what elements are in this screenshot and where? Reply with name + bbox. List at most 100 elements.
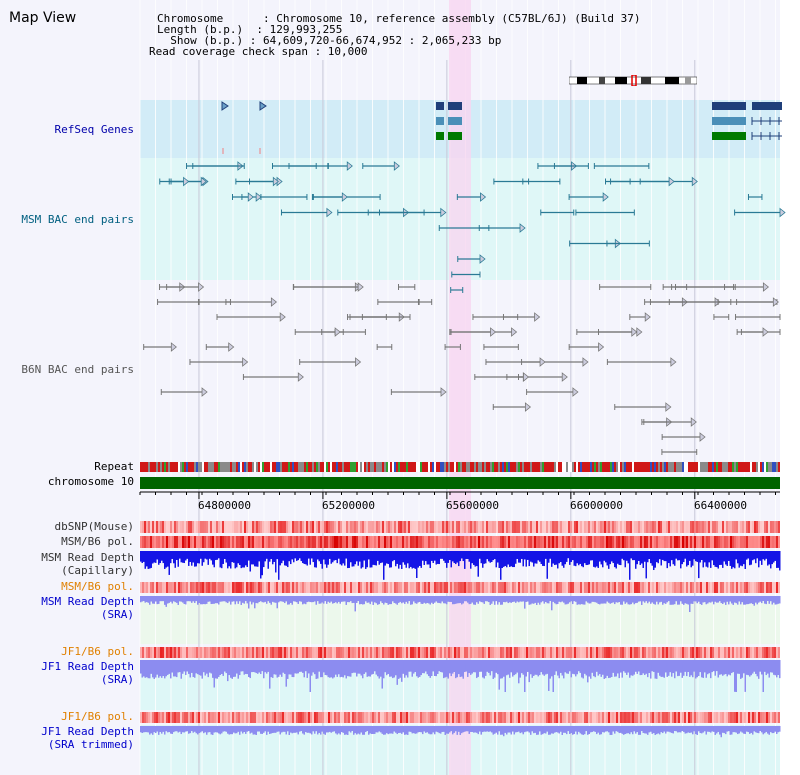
depth-bar (599, 551, 601, 562)
repeat-segment (236, 462, 238, 472)
depth-bar (702, 596, 704, 603)
depth-bar (375, 660, 377, 675)
depth-bar (582, 726, 584, 735)
depth-bar (689, 551, 691, 561)
heat-cell (166, 712, 168, 723)
heat-cell (200, 712, 202, 723)
depth-bar (495, 726, 497, 733)
track-label-msm-b6-pol[interactable]: MSM/B6 pol. (61, 580, 134, 593)
heat-cell (326, 521, 328, 533)
depth-bar (302, 551, 304, 564)
depth-bar (470, 660, 472, 675)
depth-bar (525, 596, 527, 602)
depth-bar (524, 660, 526, 692)
heat-cell (720, 647, 722, 658)
chromosome-ideogram[interactable] (530, 52, 697, 87)
depth-bar (558, 660, 560, 679)
track-label-b6n-bac[interactable]: B6N BAC end pairs (21, 363, 134, 376)
track-label-dbsnp[interactable]: dbSNP(Mouse) (54, 520, 134, 533)
track-label-jf1-b6-pol[interactable]: JF1/B6 pol. (61, 645, 134, 658)
heat-cell (728, 521, 730, 533)
track-label-msm-read-depth-sra[interactable]: MSM Read Depth (41, 595, 134, 608)
depth-bar (747, 726, 749, 733)
repeat-segment (424, 462, 426, 472)
track-label-msm-b6-pol[interactable]: MSM/B6 pol. (61, 535, 134, 548)
heat-cell (590, 521, 592, 533)
heat-cell (696, 536, 698, 548)
repeat-segment (756, 462, 758, 472)
heat-cell (572, 647, 574, 658)
depth-bar (527, 660, 529, 672)
depth-bar (261, 726, 263, 734)
depth-bar (278, 551, 280, 580)
heat-cell (562, 647, 564, 658)
track-label-msm-bac[interactable]: MSM BAC end pairs (21, 213, 134, 226)
heat-cell (354, 647, 356, 658)
depth-bar (608, 551, 610, 569)
heat-cell (246, 536, 248, 548)
depth-bar (158, 551, 160, 565)
depth-bar (609, 596, 611, 604)
depth-bar (284, 660, 286, 674)
depth-bar (422, 551, 424, 561)
heat-cell (404, 647, 406, 658)
depth-bar (563, 660, 565, 679)
depth-bar (251, 551, 253, 565)
track-label-msm-read-depth[interactable]: MSM Read Depth (41, 551, 134, 564)
repeat-segment (670, 462, 672, 472)
heat-cell (286, 647, 288, 658)
depth-bar (188, 660, 190, 674)
depth-bar (734, 596, 736, 603)
depth-bar (477, 551, 479, 577)
depth-bar (177, 551, 179, 567)
repeat-segment (412, 462, 414, 472)
heat-cell (144, 712, 146, 723)
depth-bar (486, 660, 488, 672)
depth-bar (701, 660, 703, 678)
heat-cell (164, 582, 166, 593)
heat-cell (196, 536, 198, 548)
depth-bar (747, 596, 749, 605)
depth-bar (707, 596, 709, 604)
depth-bar (419, 551, 421, 566)
depth-bar (500, 660, 502, 679)
depth-bar (212, 726, 214, 735)
depth-bar (734, 660, 736, 692)
track-label-repeat[interactable]: Repeat (94, 460, 134, 473)
depth-bar (489, 551, 491, 563)
depth-bar (404, 726, 406, 735)
repeat-segment (142, 462, 144, 472)
heat-cell (382, 536, 384, 548)
repeat-segment (448, 462, 450, 472)
heat-cell (642, 647, 644, 658)
depth-bar (468, 660, 470, 674)
track-label-chromosome[interactable]: chromosome 10 (47, 475, 134, 488)
heat-cell (438, 647, 440, 658)
heat-cell (160, 582, 162, 593)
heat-cell (258, 521, 260, 533)
heat-cell (238, 647, 240, 658)
track-label-jf1-read-depth-trimmed[interactable]: JF1 Read Depth (41, 725, 134, 738)
depth-bar (519, 551, 521, 563)
depth-bar (642, 726, 644, 733)
heat-cell (572, 521, 574, 533)
depth-bar (185, 596, 187, 605)
heat-cell (298, 647, 300, 658)
heat-cell (756, 536, 758, 548)
track-label-refseq[interactable]: RefSeq Genes (54, 123, 134, 136)
depth-bar (359, 726, 361, 735)
heat-cell (504, 582, 506, 593)
depth-bar (179, 596, 181, 602)
heat-cell (658, 582, 660, 593)
heat-cell (752, 712, 754, 723)
depth-bar (248, 551, 250, 561)
depth-bar (467, 596, 469, 603)
depth-bar (672, 596, 674, 605)
track-label-jf1-b6-pol[interactable]: JF1/B6 pol. (61, 710, 134, 723)
heat-cell (194, 647, 196, 658)
heat-cell (216, 582, 218, 593)
depth-bar (531, 596, 533, 604)
depth-bar (177, 596, 179, 605)
track-label-jf1-read-depth-sra[interactable]: JF1 Read Depth (41, 660, 134, 673)
depth-bar (368, 726, 370, 735)
